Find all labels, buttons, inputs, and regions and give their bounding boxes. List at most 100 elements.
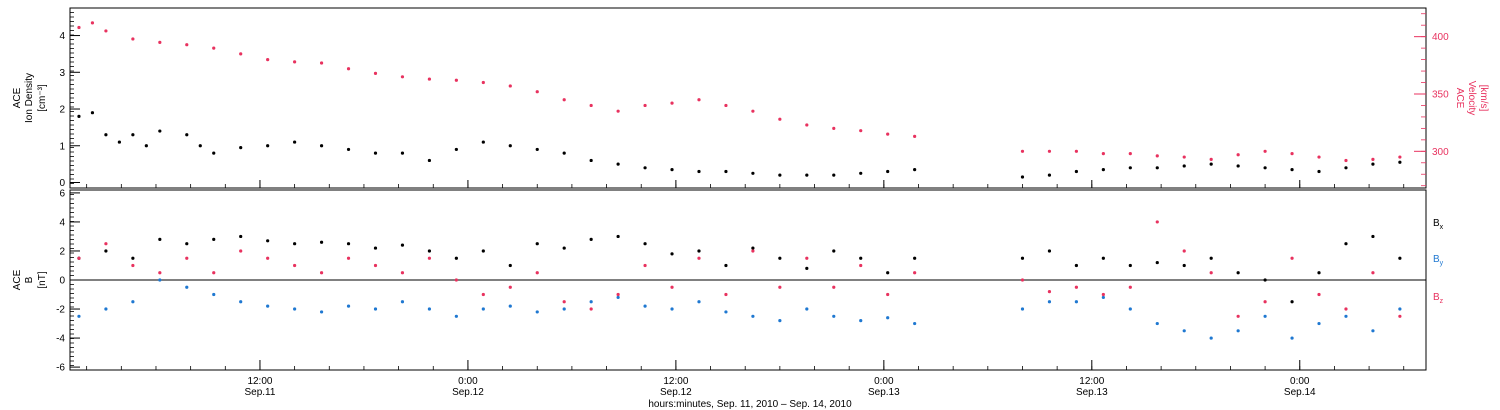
density-point [185, 133, 189, 137]
bz-point [1101, 292, 1105, 297]
density-point [198, 144, 202, 148]
date-tick-label: Sep.13 [868, 387, 900, 398]
bx-point [508, 263, 512, 268]
density-point [913, 168, 917, 172]
velocity-point [535, 90, 539, 94]
by-point [1182, 329, 1186, 333]
density-velocity-frame [69, 7, 1427, 189]
by-point [481, 307, 485, 311]
density-point [670, 168, 674, 172]
density-point [400, 151, 405, 155]
bz-point [158, 271, 162, 275]
by-point [239, 300, 243, 304]
bx-point [319, 240, 324, 244]
density-point [1263, 166, 1267, 170]
by-point [1155, 321, 1159, 326]
field-axis-label-line1: ACE [12, 269, 23, 290]
by-point [724, 310, 728, 314]
time-axis-title: hours:minutes, Sep. 11, 2010 – Sep. 14, … [648, 399, 852, 410]
by-point [346, 304, 351, 308]
date-tick-label: Sep.12 [660, 387, 692, 398]
time-tick-label: 0:00 [1290, 376, 1310, 387]
velocity-axis-label-line2: Velocity [1466, 81, 1477, 115]
velocity-point [1371, 157, 1375, 161]
bz-point [293, 263, 297, 268]
magnetic-field-tick-label: -4 [56, 334, 65, 345]
velocity-point [481, 80, 485, 85]
density-velocity-tick-label: 0 [59, 178, 65, 189]
velocity-point [562, 98, 566, 102]
date-tick-label: Sep.11 [244, 387, 275, 398]
bx-point [104, 249, 108, 253]
legend-bx: Bx [1433, 218, 1444, 231]
velocity-point [346, 67, 351, 71]
velocity-point [724, 103, 728, 108]
velocity-point [293, 60, 297, 64]
bx-point [670, 252, 674, 256]
density-point [1317, 169, 1321, 174]
density-point [131, 133, 135, 137]
by-point [778, 319, 782, 323]
bz-point [454, 278, 458, 282]
velocity-tick-label: 350 [1432, 89, 1449, 100]
magnetic-field-tick-label: -2 [56, 305, 65, 316]
velocity-point [1290, 152, 1294, 156]
by-point [185, 285, 189, 289]
density-point [832, 173, 836, 177]
bz-point [1263, 300, 1267, 304]
by-point [535, 310, 539, 314]
legend: Bx By Bz [1433, 218, 1444, 305]
bz-point [319, 271, 324, 275]
density-axis-label-line3: [cm⁻³] [37, 84, 48, 112]
velocity-point [373, 71, 378, 75]
velocity-point [1209, 157, 1213, 161]
bz-point [697, 256, 701, 260]
by-point [1371, 329, 1375, 333]
density-point [1047, 173, 1052, 177]
bx-point [1155, 260, 1159, 265]
bx-point [805, 266, 809, 270]
velocity-point [1128, 152, 1132, 156]
magnetic-field-panel: -6 -4 -2 0 2 4 6 [56, 188, 1427, 374]
by-point [1047, 300, 1052, 304]
density-point [859, 171, 863, 175]
bz-point [266, 256, 270, 260]
velocity-point [454, 78, 458, 82]
bz-point [751, 249, 755, 253]
bx-point [400, 243, 405, 247]
bx-point [239, 234, 243, 239]
bz-point [643, 263, 647, 268]
bx-point [1020, 256, 1025, 260]
bz-point [1290, 256, 1294, 260]
by-point [131, 300, 135, 304]
velocity-point [1398, 155, 1402, 159]
velocity-point [1101, 152, 1105, 156]
by-point [400, 300, 405, 304]
time-tick-label: 12:00 [663, 376, 688, 387]
density-point [373, 151, 378, 155]
density-point [346, 147, 351, 152]
velocity-point [158, 40, 162, 44]
velocity-point [832, 126, 836, 130]
bx-point [1047, 249, 1052, 253]
velocity-point [1236, 153, 1240, 157]
bz-point [1398, 314, 1402, 318]
velocity-point [1182, 155, 1186, 159]
density-point [643, 166, 647, 170]
density-point [117, 140, 121, 144]
magnetic-field-tick-label: -6 [56, 363, 65, 374]
velocity-point [131, 37, 135, 41]
bx-point [1074, 263, 1078, 268]
bz-point [131, 263, 135, 268]
density-point [805, 173, 809, 177]
magnetic-field-tick-label: 4 [59, 217, 65, 228]
bx-point [913, 256, 917, 260]
velocity-point [1155, 154, 1159, 158]
bx-point [1398, 256, 1402, 260]
bx-point [293, 242, 297, 246]
bx-point [131, 256, 135, 260]
bz-point [508, 285, 512, 289]
by-point [697, 300, 701, 304]
time-tick-label: 0:00 [458, 376, 478, 387]
by-point [643, 304, 647, 308]
